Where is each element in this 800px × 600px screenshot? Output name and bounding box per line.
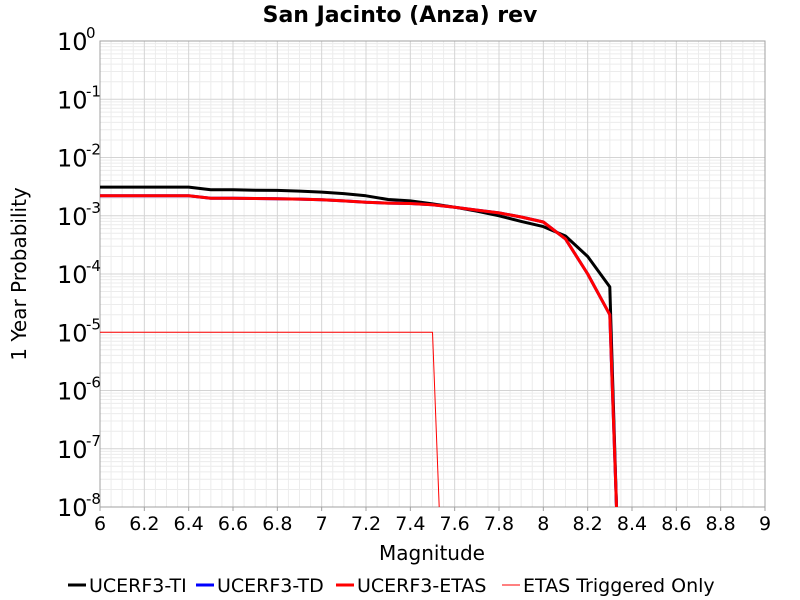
x-tick-label: 7.6: [440, 513, 470, 535]
series-layer: [100, 185, 618, 508]
x-tick-label: 7.8: [484, 513, 514, 535]
x-tick-label: 7: [316, 513, 328, 535]
x-tick-label: 8.4: [617, 513, 647, 535]
y-tick-base: 10: [57, 145, 88, 173]
y-tick-label: 10-4: [57, 257, 101, 289]
y-tick-base: 10: [57, 436, 88, 464]
plot-area: [99, 40, 766, 508]
series-line-ucerf3-etas: [100, 194, 618, 508]
y-tick-base: 10: [57, 86, 88, 114]
y-tick-exponent: -5: [86, 315, 101, 333]
y-tick-exponent: -3: [86, 199, 101, 217]
x-axis-ticks: 6 6.2 6.4 6.6 6.8 7 7.2 7.4 7.6 7.8 8 8.2 8.4 8.6 8.8 9: [94, 507, 771, 535]
x-tick-label: 6.6: [218, 513, 248, 535]
y-tick-label: 10-7: [57, 432, 101, 464]
x-tick-label: 6.2: [129, 513, 159, 535]
x-tick-label: 6.4: [174, 513, 204, 535]
chart-title: San Jacinto (Anza) rev: [263, 3, 538, 28]
y-tick-base: 10: [57, 28, 88, 56]
y-tick-exponent: -6: [86, 374, 101, 392]
series-line-etas-triggered-only: [100, 331, 440, 508]
y-tick-exponent: -8: [86, 490, 101, 508]
y-tick-exponent: -2: [86, 141, 101, 159]
y-tick-label: 10-1: [57, 82, 101, 114]
x-tick-label: 8.8: [706, 513, 736, 535]
y-tick-label: 10-2: [57, 141, 101, 173]
y-tick-label: 100: [57, 24, 96, 56]
y-tick-base: 10: [57, 319, 88, 347]
x-tick-label: 8.2: [573, 513, 603, 535]
y-tick-base: 10: [57, 494, 88, 522]
y-tick-exponent: -7: [86, 432, 101, 450]
y-tick-label: 10-3: [57, 199, 101, 231]
legend-label: ETAS Triggered Only: [523, 575, 715, 597]
x-tick-label: 7.2: [351, 513, 381, 535]
x-axis-label: Magnitude: [379, 541, 485, 565]
y-tick-label: 10-5: [57, 315, 101, 347]
y-tick-exponent: -1: [86, 82, 101, 100]
legend-item: UCERF3-TI: [68, 575, 187, 597]
x-tick-label: 8.6: [661, 513, 691, 535]
y-tick-label: 10-6: [57, 374, 101, 406]
legend-item: UCERF3-TD: [196, 575, 324, 597]
legend-label: UCERF3-ETAS: [357, 575, 486, 597]
x-tick-label: 8: [537, 513, 549, 535]
y-axis-label: 1 Year Probability: [7, 187, 31, 361]
x-tick-label: 7.4: [395, 513, 425, 535]
legend: UCERF3-TI UCERF3-TD UCERF3-ETAS ETAS Trigge…: [68, 575, 715, 597]
series-line-ucerf3-ti: [100, 185, 618, 508]
y-tick-exponent: 0: [86, 24, 96, 42]
legend-item: ETAS Triggered Only: [502, 575, 715, 597]
x-tick-label: 6.8: [262, 513, 292, 535]
y-tick-base: 10: [57, 378, 88, 406]
legend-label: UCERF3-TD: [217, 575, 324, 597]
legend-item: UCERF3-ETAS: [336, 575, 486, 597]
x-tick-label: 9: [759, 513, 771, 535]
y-tick-base: 10: [57, 261, 88, 289]
y-tick-label: 10-8: [57, 490, 101, 522]
x-tick-label: 6: [94, 513, 106, 535]
legend-label: UCERF3-TI: [89, 575, 187, 597]
y-tick-base: 10: [57, 203, 88, 231]
y-tick-exponent: -4: [86, 257, 101, 275]
